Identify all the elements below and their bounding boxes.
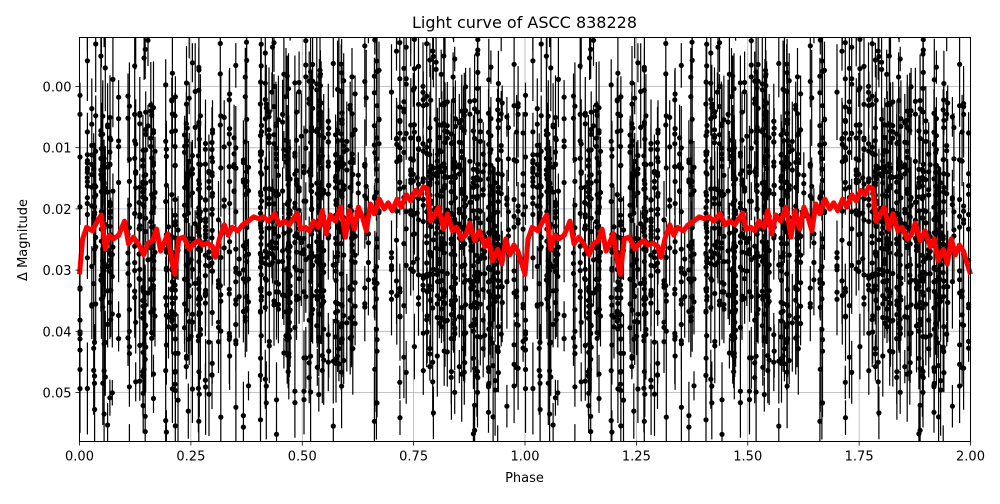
x-axis-label: Phase: [505, 471, 544, 486]
y-tick-label: 0.00: [43, 80, 72, 95]
data-markers: [77, 36, 972, 437]
x-tick-label: 0.00: [65, 450, 94, 465]
binned-mean-curve: [77, 184, 973, 277]
x-tick-label: 2.00: [956, 450, 985, 465]
x-tick-label: 0.50: [288, 450, 317, 465]
x-tick-label: 1.50: [733, 450, 762, 465]
y-axis-label: Δ Magnitude: [16, 199, 31, 281]
observation-points: [77, 36, 972, 442]
y-axis-ticks: 0.00 0.01 0.02 0.03 0.04 0.05: [43, 80, 80, 402]
y-tick-label: 0.01: [43, 142, 72, 157]
y-tick-label: 0.05: [43, 387, 72, 402]
y-tick-label: 0.04: [43, 325, 72, 340]
x-axis-ticks: 0.00 0.25 0.50 0.75 1.00 1.25 1.50 1.75 2.00: [65, 441, 985, 465]
x-tick-label: 0.75: [399, 450, 428, 465]
y-tick-label: 0.03: [43, 264, 72, 279]
x-tick-label: 1.75: [845, 450, 874, 465]
x-tick-label: 1.00: [511, 450, 540, 465]
chart-title: Light curve of ASCC 838228: [412, 13, 637, 32]
x-tick-label: 1.25: [622, 450, 651, 465]
x-tick-label: 0.25: [176, 450, 205, 465]
y-tick-label: 0.02: [43, 203, 72, 218]
